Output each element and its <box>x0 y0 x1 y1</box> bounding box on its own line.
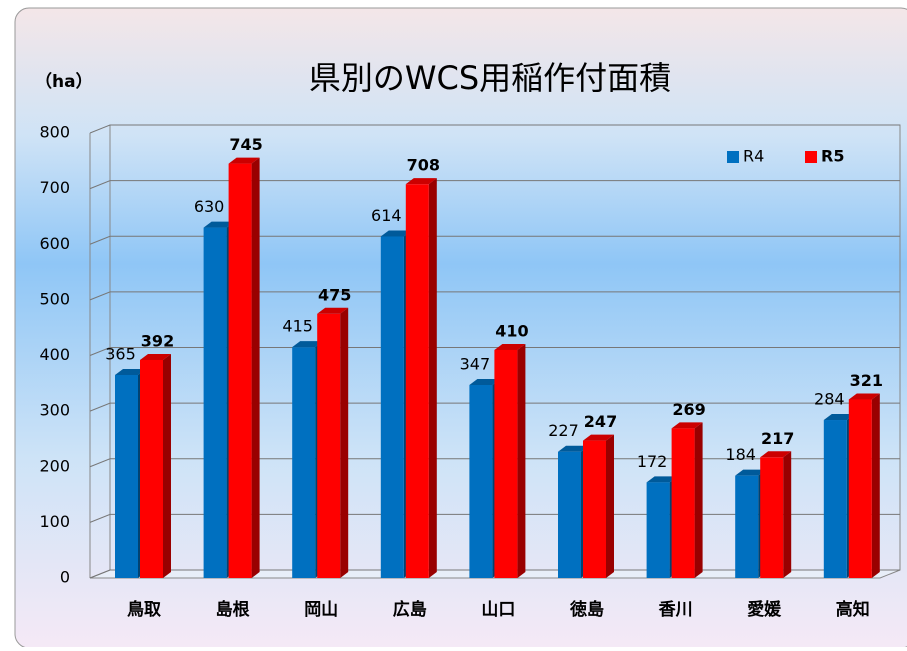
bar-side <box>340 307 349 578</box>
x-tick-label: 島根 <box>216 599 250 620</box>
bar <box>760 457 784 578</box>
data-label: 630 <box>194 197 225 216</box>
data-label: 269 <box>672 400 705 419</box>
data-label: 184 <box>725 445 756 464</box>
x-tick-label: 愛媛 <box>747 599 782 620</box>
bar-top <box>405 178 437 185</box>
bar-top <box>469 378 501 385</box>
data-label: 321 <box>850 371 883 390</box>
bar-top <box>823 414 855 421</box>
bar-top <box>671 422 703 429</box>
bar <box>140 359 163 578</box>
data-label: 227 <box>548 421 579 440</box>
bar-top <box>848 393 880 400</box>
grid-line <box>89 458 900 468</box>
data-label: 475 <box>318 285 351 304</box>
bar <box>203 227 227 578</box>
legend-swatch <box>727 151 739 163</box>
bar-side <box>871 393 880 578</box>
bar-top <box>292 341 324 348</box>
y-tick-label: 600 <box>39 234 70 253</box>
bar <box>646 482 670 578</box>
bar-side <box>517 343 526 578</box>
bar-top <box>380 230 412 237</box>
bar-top <box>583 434 614 441</box>
unit-label: （ha） <box>35 71 93 92</box>
bar <box>558 451 581 578</box>
y-tick-label: 700 <box>39 178 70 197</box>
bar-top <box>115 368 146 375</box>
bar <box>735 475 759 578</box>
bar <box>380 236 404 578</box>
data-label: 410 <box>495 321 528 340</box>
bar <box>469 384 493 578</box>
legend-swatch <box>805 151 817 163</box>
data-label: 284 <box>814 390 845 409</box>
grid-line <box>89 235 900 245</box>
y-tick-label: 0 <box>60 568 70 587</box>
data-label: 247 <box>584 412 617 431</box>
bar <box>317 313 341 578</box>
y-tick-label: 500 <box>39 289 70 308</box>
bar-top <box>558 445 589 452</box>
x-tick-label: 徳島 <box>569 599 604 620</box>
bar <box>494 349 518 578</box>
bar <box>848 399 872 578</box>
x-tick-label: 鳥取 <box>127 599 161 620</box>
grid-line <box>89 347 900 356</box>
y-tick-label: 200 <box>39 456 70 475</box>
bar <box>292 347 316 578</box>
y-tick-label: 100 <box>39 512 70 531</box>
x-tick-label: 広島 <box>393 599 427 620</box>
bar <box>823 420 847 578</box>
bar-side <box>428 178 437 579</box>
grid-line <box>89 124 900 134</box>
legend-label: R4 <box>743 147 764 166</box>
legend-label: R5 <box>821 147 844 166</box>
bar-top <box>203 221 235 228</box>
bar-top <box>228 157 260 164</box>
bar <box>583 440 606 578</box>
x-tick-label: 高知 <box>836 599 870 620</box>
grid-line <box>89 291 900 301</box>
bar-top <box>494 343 526 350</box>
bar <box>405 184 429 579</box>
data-label: 415 <box>282 317 313 336</box>
y-tick-label: 800 <box>39 123 70 142</box>
bar-side <box>606 434 614 578</box>
grid-line <box>89 513 900 523</box>
y-tick-label: 400 <box>39 345 70 364</box>
bar-top <box>735 469 767 476</box>
bar-side <box>163 353 171 578</box>
data-label: 708 <box>407 156 440 175</box>
grid-line <box>89 180 900 190</box>
data-label: 172 <box>637 452 668 471</box>
bar-top <box>760 451 792 458</box>
x-tick-label: 香川 <box>659 600 693 620</box>
grid-line <box>89 569 900 579</box>
data-label: 217 <box>761 429 794 448</box>
bar-top <box>317 307 349 314</box>
bar <box>228 163 252 578</box>
y-tick-label: 300 <box>39 401 70 420</box>
bar-side <box>783 451 792 578</box>
bar-side <box>694 422 703 578</box>
bar-top <box>140 353 171 360</box>
chart-title: 県別のWCS用稲作付面積 <box>309 59 671 97</box>
bar-side <box>251 157 260 578</box>
bar <box>671 428 695 578</box>
bar-top <box>646 476 678 483</box>
data-label: 745 <box>229 135 262 154</box>
data-label: 614 <box>371 206 402 225</box>
x-tick-label: 山口 <box>481 600 515 620</box>
grid-line <box>89 402 900 412</box>
data-label: 365 <box>105 344 136 363</box>
bar <box>115 374 138 578</box>
data-label: 392 <box>141 331 174 350</box>
data-label: 347 <box>460 354 491 373</box>
x-tick-label: 岡山 <box>304 600 338 620</box>
